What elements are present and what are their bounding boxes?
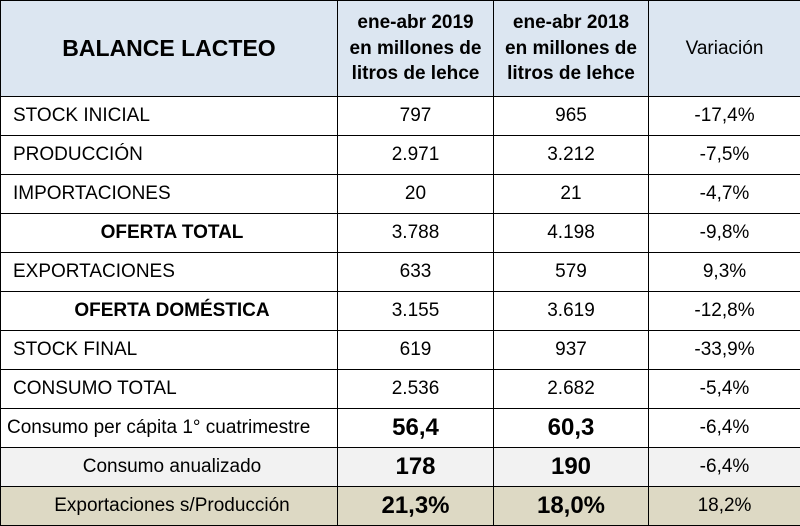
variation-value: -17,4%: [649, 97, 800, 136]
table-row-oferta-total: OFERTA TOTAL 3.788 4.198 -9,8%: [1, 214, 800, 253]
value-2019: 2.536: [338, 370, 494, 409]
row-label: OFERTA DOMÉSTICA: [1, 292, 338, 331]
value-2019: 3.155: [338, 292, 494, 331]
table-row-consumo-total: CONSUMO TOTAL 2.536 2.682 -5,4%: [1, 370, 800, 409]
variation-value: -33,9%: [649, 331, 800, 370]
value-2018: 579: [494, 253, 649, 292]
variation-value: -9,8%: [649, 214, 800, 253]
header-2019-line3: litros de lehce: [352, 63, 480, 84]
value-2018: 190: [494, 448, 649, 487]
header-row: BALANCE LACTEO ene-abr 2019 en millones …: [1, 1, 800, 97]
value-2019: 178: [338, 448, 494, 487]
row-label: Consumo per cápita 1° cuatrimestre: [1, 409, 338, 448]
row-label: STOCK FINAL: [1, 331, 338, 370]
row-label: PRODUCCIÓN: [1, 136, 338, 175]
header-2019-line2: en millones de: [350, 38, 482, 59]
value-2019: 633: [338, 253, 494, 292]
variation-value: -5,4%: [649, 370, 800, 409]
value-2018: 937: [494, 331, 649, 370]
table-row-importaciones: IMPORTACIONES 20 21 -4,7%: [1, 175, 800, 214]
table-title: BALANCE LACTEO: [1, 1, 338, 97]
value-2018: 21: [494, 175, 649, 214]
variation-value: -4,7%: [649, 175, 800, 214]
value-2018: 2.682: [494, 370, 649, 409]
table-row-exportaciones: EXPORTACIONES 633 579 9,3%: [1, 253, 800, 292]
value-2018: 3.212: [494, 136, 649, 175]
table-row-produccion: PRODUCCIÓN 2.971 3.212 -7,5%: [1, 136, 800, 175]
value-2019: 797: [338, 97, 494, 136]
header-2018-line1: ene-abr 2018: [513, 12, 629, 33]
variation-value: -6,4%: [649, 448, 800, 487]
row-label: STOCK INICIAL: [1, 97, 338, 136]
value-2018: 4.198: [494, 214, 649, 253]
table-row-stock-final: STOCK FINAL 619 937 -33,9%: [1, 331, 800, 370]
header-2018: ene-abr 2018 en millones de litros de le…: [494, 1, 649, 97]
value-2019: 2.971: [338, 136, 494, 175]
row-label: CONSUMO TOTAL: [1, 370, 338, 409]
table-row-stock-inicial: STOCK INICIAL 797 965 -17,4%: [1, 97, 800, 136]
variation-value: 18,2%: [649, 487, 800, 526]
value-2018: 3.619: [494, 292, 649, 331]
table-row-exportaciones-produccion: Exportaciones s/Producción 21,3% 18,0% 1…: [1, 487, 800, 526]
variation-value: -7,5%: [649, 136, 800, 175]
value-2019: 3.788: [338, 214, 494, 253]
header-2018-line3: litros de lehce: [507, 63, 635, 84]
header-2019: ene-abr 2019 en millones de litros de le…: [338, 1, 494, 97]
variation-value: 9,3%: [649, 253, 800, 292]
header-variation: Variación: [649, 1, 800, 97]
header-2018-line2: en millones de: [505, 38, 637, 59]
header-2019-line1: ene-abr 2019: [357, 12, 473, 33]
value-2018: 18,0%: [494, 487, 649, 526]
value-2018: 965: [494, 97, 649, 136]
row-label: Consumo anualizado: [1, 448, 338, 487]
variation-value: -12,8%: [649, 292, 800, 331]
row-label: EXPORTACIONES: [1, 253, 338, 292]
table-row-consumo-anualizado: Consumo anualizado 178 190 -6,4%: [1, 448, 800, 487]
table-row-consumo-per-capita: Consumo per cápita 1° cuatrimestre 56,4 …: [1, 409, 800, 448]
row-label: IMPORTACIONES: [1, 175, 338, 214]
value-2018: 60,3: [494, 409, 649, 448]
table-row-oferta-domestica: OFERTA DOMÉSTICA 3.155 3.619 -12,8%: [1, 292, 800, 331]
row-label: OFERTA TOTAL: [1, 214, 338, 253]
value-2019: 21,3%: [338, 487, 494, 526]
row-label: Exportaciones s/Producción: [1, 487, 338, 526]
value-2019: 56,4: [338, 409, 494, 448]
value-2019: 20: [338, 175, 494, 214]
value-2019: 619: [338, 331, 494, 370]
variation-value: -6,4%: [649, 409, 800, 448]
